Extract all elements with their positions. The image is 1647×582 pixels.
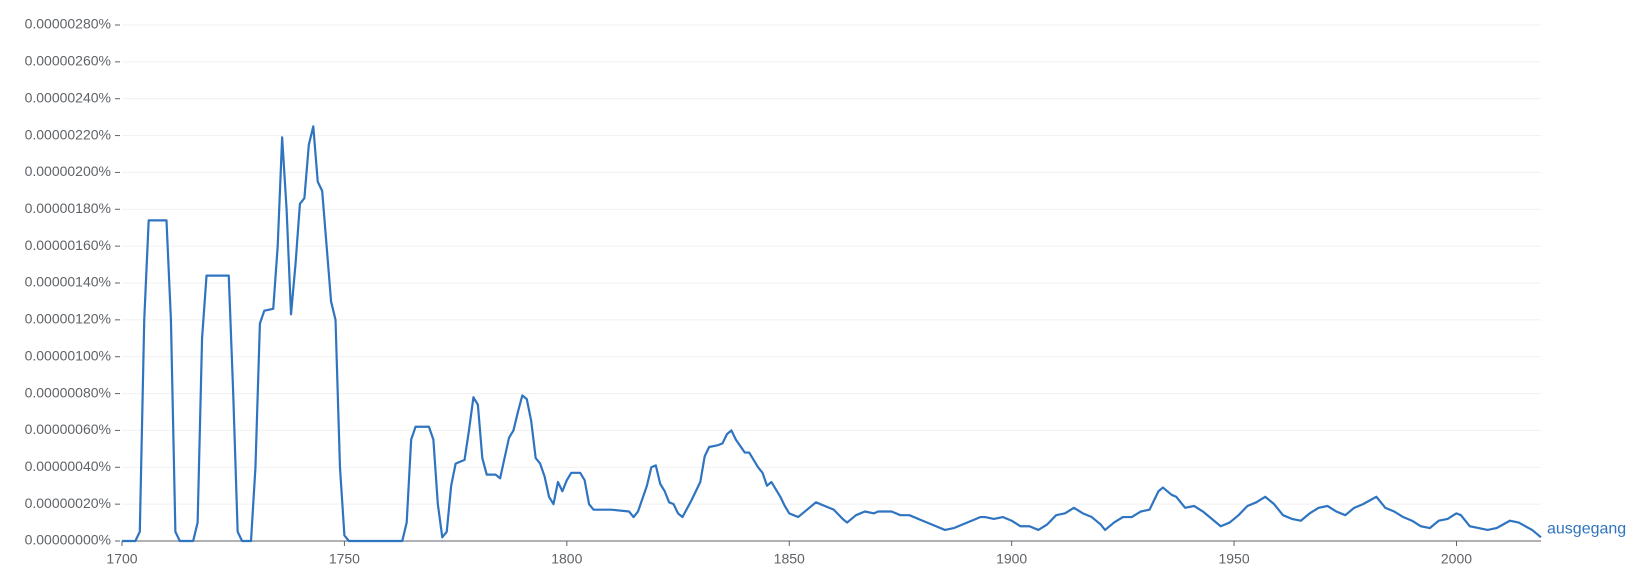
y-tick-label: 0.00000040% [25,458,111,474]
y-tick-label: 0.00000160% [25,237,111,253]
y-tick-label: 0.00000140% [25,274,111,290]
series-line [122,125,1542,543]
y-tick-label: 0.00000180% [25,200,111,216]
x-tick-label: 1800 [551,551,582,567]
x-tick-label: 1950 [1218,551,1249,567]
x-tick-label: 1700 [106,551,137,567]
y-tick-label: 0.00000240% [25,89,111,105]
x-tick-label: 2000 [1441,551,1472,567]
y-tick-label: 0.00000000% [25,532,111,548]
y-tick-label: 0.00000100% [25,347,111,363]
y-tick-label: 0.00000280% [25,16,111,32]
series-label: ausgegang [1547,521,1626,538]
y-tick-label: 0.00000260% [25,53,111,69]
y-tick-label: 0.00000080% [25,384,111,400]
y-tick-label: 0.00000120% [25,311,111,327]
x-tick-label: 1850 [774,551,805,567]
y-tick-label: 0.00000200% [25,163,111,179]
x-tick-label: 1750 [329,551,360,567]
x-tick-label: 1900 [996,551,1027,567]
y-tick-label: 0.00000220% [25,126,111,142]
y-tick-label: 0.00000060% [25,421,111,437]
y-tick-label: 0.00000020% [25,495,111,511]
